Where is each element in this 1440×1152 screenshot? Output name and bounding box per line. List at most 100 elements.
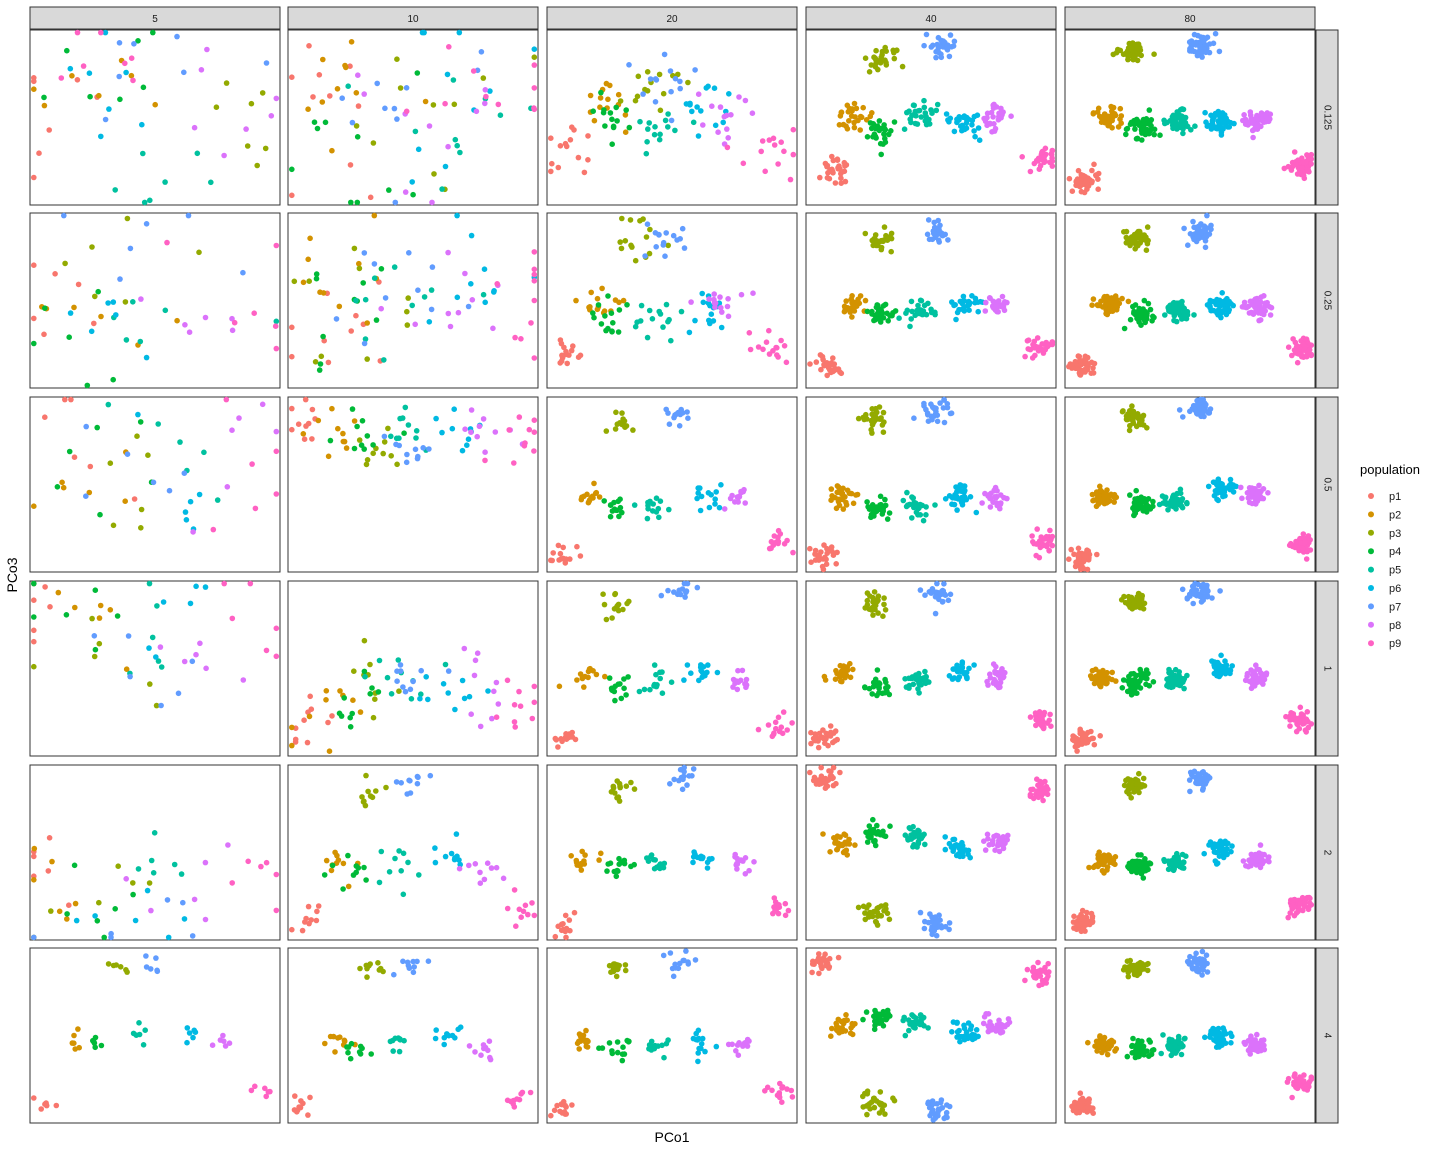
point-p4 xyxy=(1123,131,1129,138)
point-p8 xyxy=(203,665,209,672)
point-p1 xyxy=(300,1100,306,1107)
point-p2 xyxy=(122,498,128,505)
point-p2 xyxy=(842,670,848,676)
point-p5 xyxy=(395,657,402,663)
point-p5 xyxy=(1180,106,1187,113)
point-p3 xyxy=(660,90,667,97)
point-p7 xyxy=(934,580,940,587)
point-p2 xyxy=(335,857,342,863)
point-p7 xyxy=(942,592,949,598)
point-p8 xyxy=(445,143,451,150)
point-p1 xyxy=(306,43,312,49)
point-p4 xyxy=(1140,127,1146,133)
row-strip-0.25 xyxy=(1315,212,1339,389)
point-p3 xyxy=(609,615,615,621)
point-p4 xyxy=(869,829,875,836)
point-p1 xyxy=(315,903,322,909)
point-p8 xyxy=(982,118,989,125)
point-p3 xyxy=(871,415,877,421)
point-p4 xyxy=(608,685,615,692)
point-p6 xyxy=(88,328,95,335)
point-p2 xyxy=(605,96,611,103)
point-p4 xyxy=(602,123,608,129)
point-p4 xyxy=(610,320,616,326)
point-p3 xyxy=(888,235,895,242)
point-p7 xyxy=(410,678,416,685)
point-p6 xyxy=(695,1050,701,1056)
point-p1 xyxy=(548,168,554,175)
point-p3 xyxy=(1136,421,1143,427)
point-p7 xyxy=(1200,581,1207,588)
point-p1 xyxy=(1075,167,1082,174)
point-p8 xyxy=(987,495,994,502)
point-p9 xyxy=(1291,149,1298,155)
point-p7 xyxy=(946,920,953,926)
panel-border xyxy=(805,29,1057,206)
point-p4 xyxy=(354,423,360,430)
point-p3 xyxy=(130,880,136,886)
point-p9 xyxy=(531,699,538,706)
point-p5 xyxy=(653,509,660,515)
point-p1 xyxy=(548,557,554,564)
point-p6 xyxy=(975,308,981,315)
point-p1 xyxy=(833,561,839,567)
point-p5 xyxy=(1179,504,1186,511)
point-p3 xyxy=(367,793,374,799)
point-p8 xyxy=(996,115,1002,122)
point-p3 xyxy=(631,786,638,792)
point-p3 xyxy=(878,58,884,64)
point-p2 xyxy=(854,299,861,306)
point-p8 xyxy=(1250,134,1256,141)
point-p2 xyxy=(319,99,326,105)
point-p1 xyxy=(826,768,832,774)
point-p4 xyxy=(1146,107,1153,113)
point-p3 xyxy=(1126,427,1133,434)
point-p5 xyxy=(1179,864,1186,871)
point-p7 xyxy=(644,221,651,227)
point-p9 xyxy=(1305,533,1312,539)
point-p2 xyxy=(1104,311,1111,318)
point-p3 xyxy=(622,967,629,974)
point-p3 xyxy=(656,71,663,78)
point-p7 xyxy=(181,69,187,76)
point-p6 xyxy=(143,354,150,361)
point-p4 xyxy=(619,1057,626,1064)
point-p8 xyxy=(736,493,743,500)
row-strip-label: 0.25 xyxy=(1321,291,1332,311)
point-p1 xyxy=(571,127,577,133)
point-p8 xyxy=(202,314,209,321)
point-p2 xyxy=(598,850,604,857)
point-p3 xyxy=(873,47,879,54)
point-p5 xyxy=(1184,499,1190,506)
point-p4 xyxy=(862,684,868,690)
point-p2 xyxy=(1125,298,1132,305)
point-p7 xyxy=(1181,225,1187,232)
point-p5 xyxy=(907,323,913,330)
point-p8 xyxy=(273,95,280,102)
point-p4 xyxy=(600,109,607,116)
point-p2 xyxy=(837,678,844,685)
point-p5 xyxy=(649,316,656,322)
point-p3 xyxy=(888,248,894,255)
point-p1 xyxy=(1072,358,1079,365)
point-p8 xyxy=(1260,681,1266,687)
point-p7 xyxy=(679,786,686,793)
point-p2 xyxy=(335,1035,341,1041)
point-p2 xyxy=(586,498,592,505)
point-p7 xyxy=(665,410,671,416)
point-p1 xyxy=(808,740,814,747)
point-p4 xyxy=(599,1045,606,1051)
point-p2 xyxy=(1091,497,1097,503)
point-p4 xyxy=(1138,852,1144,858)
point-p2 xyxy=(86,489,93,496)
point-p5 xyxy=(396,848,402,854)
point-p5 xyxy=(934,101,941,108)
point-p8 xyxy=(181,658,188,665)
point-p8 xyxy=(742,97,749,104)
point-p5 xyxy=(1171,856,1177,862)
point-p1 xyxy=(68,396,74,403)
point-p3 xyxy=(364,974,370,980)
point-p7 xyxy=(333,316,340,322)
point-p4 xyxy=(871,838,877,845)
point-p4 xyxy=(623,692,629,698)
